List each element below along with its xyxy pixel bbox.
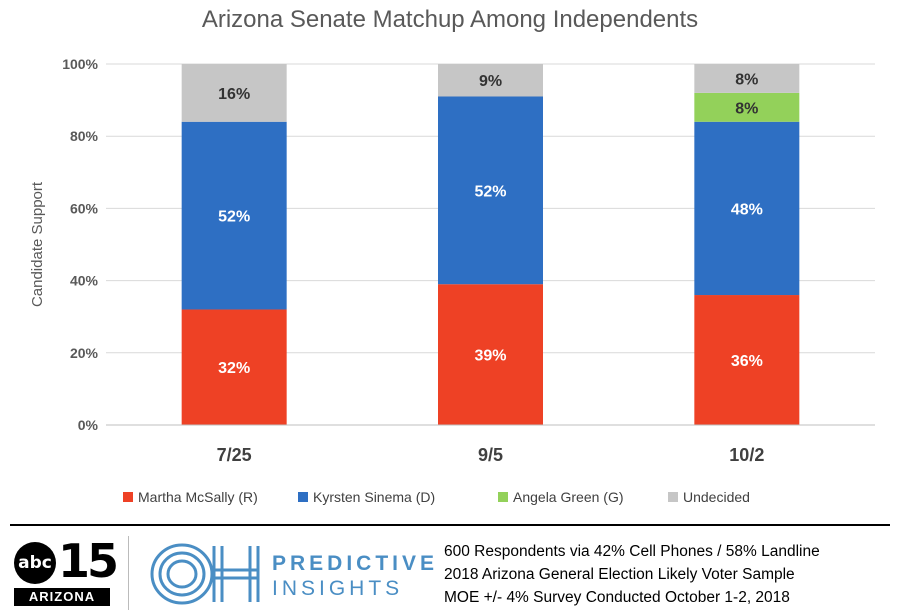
bar-segment (438, 64, 543, 97)
survey-note-sample: 2018 Arizona General Election Likely Vot… (444, 566, 795, 583)
bar-segment (181, 121, 287, 310)
logo-divider (128, 536, 129, 610)
partner-name-line2: INSIGHTS (272, 577, 404, 600)
data-label: 16% (218, 86, 250, 103)
y-tick-label: 40% (70, 273, 99, 289)
legend-swatch (123, 492, 133, 502)
y-tick-label: 80% (70, 128, 99, 144)
data-label: 32% (218, 360, 250, 377)
legend-swatch (668, 492, 678, 502)
bar-segment (694, 92, 800, 122)
footer-divider (10, 524, 890, 526)
y-axis-label: Candidate Support (29, 181, 46, 307)
axes: 0% 20% 40% 60% 80% 100% Candidate Support 7/25 9… (29, 56, 875, 465)
survey-notes: 600 Respondents via 42% Cell Phones / 58… (444, 540, 820, 609)
abc-logo-circle: abc (14, 542, 56, 584)
data-label: 39% (474, 348, 506, 365)
data-label: 8% (735, 71, 758, 88)
survey-note-moe: MOE +/- 4% Survey Conducted October 1-2,… (444, 589, 790, 606)
y-tick-label: 20% (70, 345, 99, 361)
y-tick-label: 100% (62, 56, 98, 72)
x-tick-label: 7/25 (217, 445, 252, 465)
data-label: 52% (218, 209, 250, 226)
bar-segment (694, 64, 800, 93)
bar-segment (694, 295, 800, 425)
abc15-logo: abc 15 ARIZONA (14, 534, 119, 608)
legend-label: Martha McSally (R) (138, 489, 258, 505)
legend-label: Kyrsten Sinema (D) (313, 489, 435, 505)
data-label: 9% (479, 73, 502, 90)
bar-segment (438, 284, 543, 425)
legend-swatch (298, 492, 308, 502)
data-label: 8% (735, 100, 758, 117)
y-tick-label: 0% (78, 417, 99, 433)
chart-title: Arizona Senate Matchup Among Independent… (201, 6, 699, 33)
abc-logo-state: ARIZONA (14, 588, 110, 606)
stacked-bar-chart: 32% 52% 16% 39% 52% 9% 36% 48% 8% 8% 0% 20% 40% 60% 8… (29, 56, 875, 505)
x-tick-label: 9/5 (478, 445, 503, 465)
bar-segment (181, 64, 287, 122)
partner-name-line1: PREDICTIVE (272, 552, 439, 575)
data-label: 52% (474, 183, 506, 200)
bar-segment (438, 96, 543, 285)
legend-label: Angela Green (G) (513, 489, 624, 505)
bar-segment (694, 121, 800, 296)
survey-note-respondents: 600 Respondents via 42% Cell Phones / 58… (444, 543, 820, 560)
legend-label: Undecided (683, 489, 750, 505)
abc-logo-number: 15 (58, 534, 119, 588)
bars (181, 64, 800, 425)
data-labels: 32% 52% 16% 39% 52% 9% 36% 48% 8% 8% (218, 71, 763, 377)
y-tick-label: 60% (70, 200, 99, 216)
bar-segment (181, 309, 287, 425)
x-tick-label: 10/2 (729, 445, 764, 465)
legend-swatch (498, 492, 508, 502)
oh-predictive-logo-mark (150, 543, 260, 605)
legend: Martha McSally (R) Kyrsten Sinema (D) Ange… (123, 489, 750, 505)
data-label: 48% (731, 201, 763, 218)
data-label: 36% (731, 353, 763, 370)
